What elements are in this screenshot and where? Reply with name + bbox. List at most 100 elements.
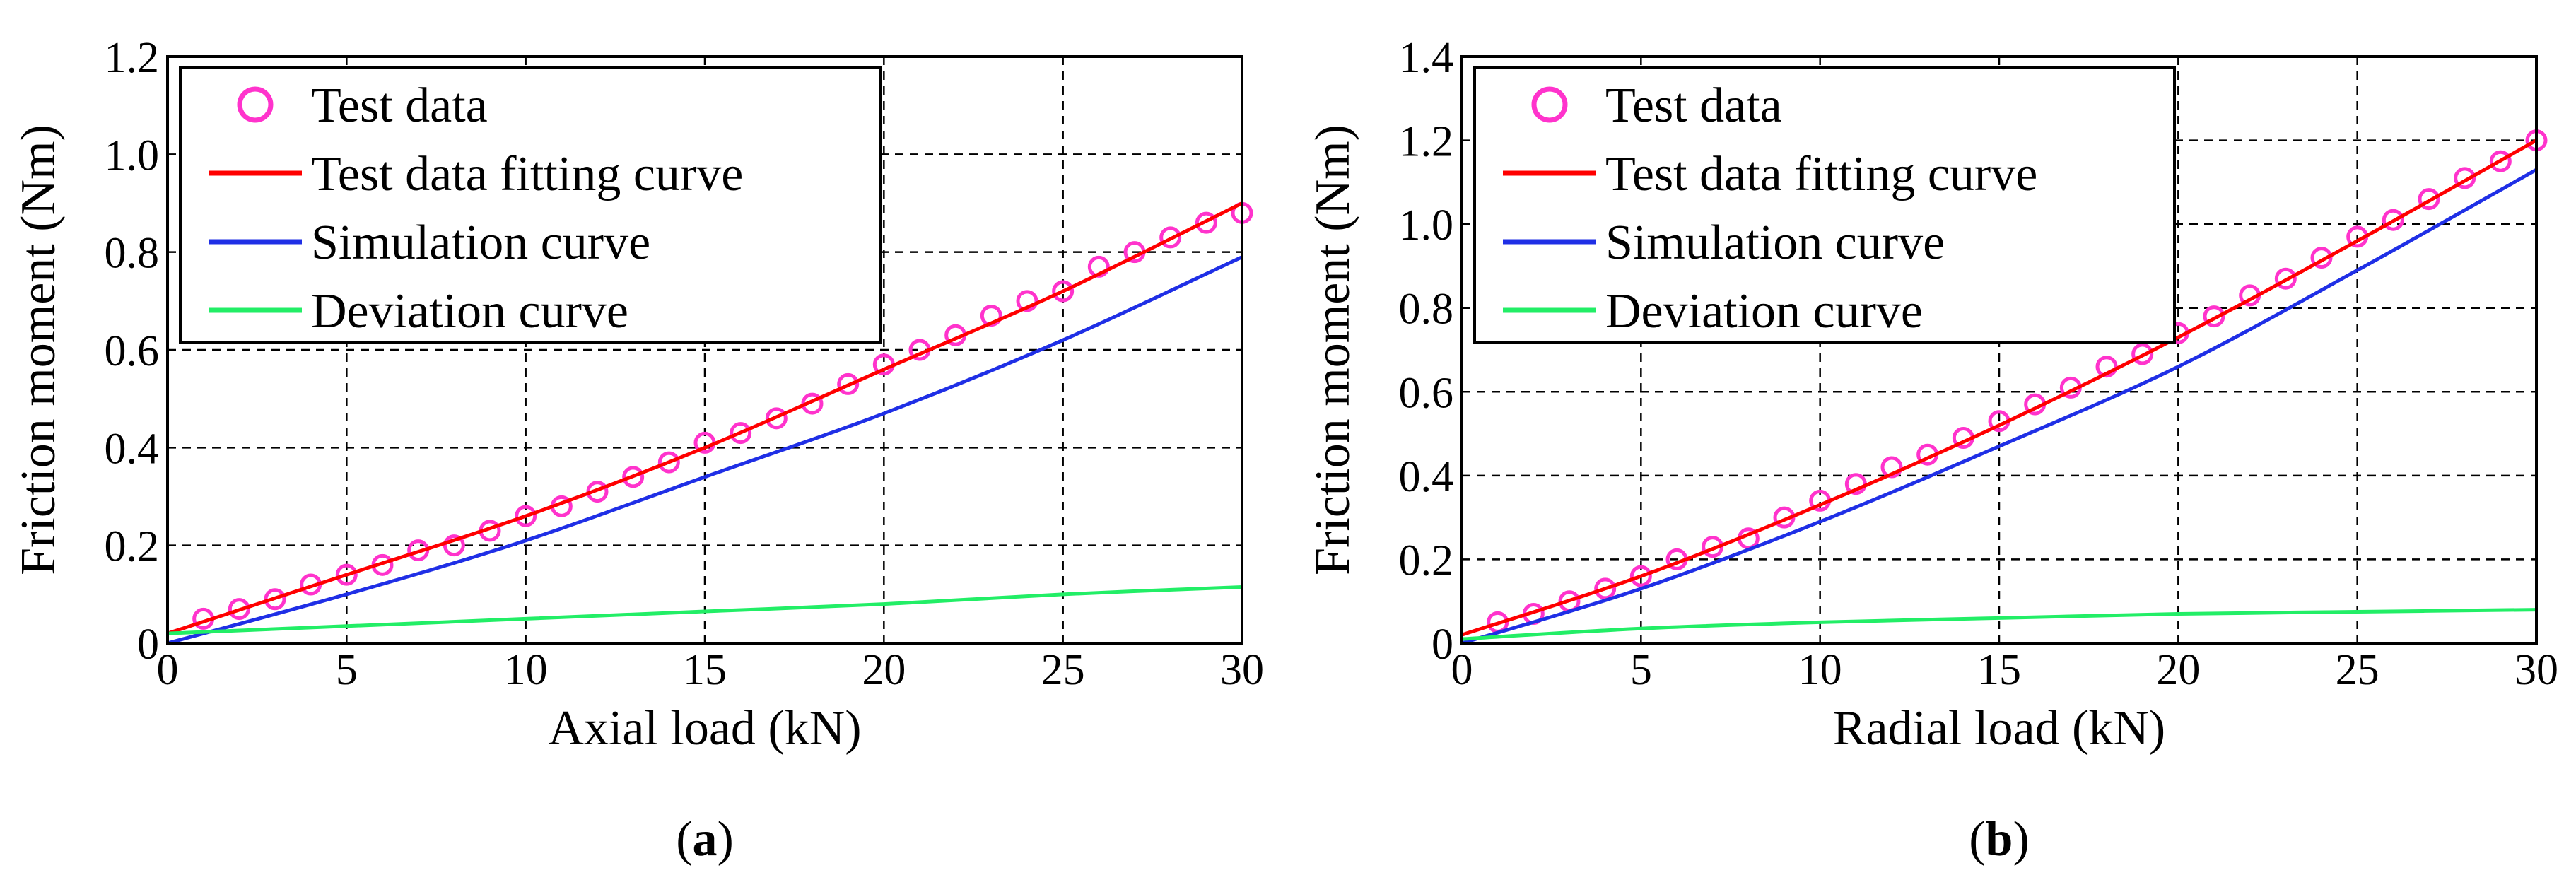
chart1-y-tick-label: 1.2 [105,34,160,82]
chart2-legend-label: Test data fitting curve [1605,147,2037,201]
chart1-x-tick-label: 30 [1220,646,1264,694]
chart2-legend-label: Simulation curve [1605,216,1945,270]
chart2-series-simulation-curve [1461,168,2538,645]
chart1-test-data-point [515,505,537,527]
chart2-test-data-point [1880,456,1903,479]
chart2-x-tick-label: 25 [2336,646,2379,694]
chart1-series-simulation-curve-line [167,255,1243,645]
chart1-legend-label: Simulation curve [311,216,650,270]
chart2-series-deviation-curve-line [1461,608,2537,641]
chart2-test-data-point [2489,150,2512,172]
chart1-test-data-point [264,588,286,611]
chart2-test-data-point [2418,188,2440,211]
chart1-y-tick-label: 0.8 [105,230,160,278]
chart1-test-data-point [1052,280,1075,303]
chart1-test-data-point [1159,226,1182,249]
chart2-x-tick-label: 30 [2514,646,2558,694]
chart1-y-tick-label: 0.4 [105,425,160,473]
chart2-test-data-point [2095,356,2118,378]
chart2-test-data-point [2454,167,2476,189]
chart2-legend-box [1473,66,2176,344]
chart2-legend-item-test-data-fitting-curve: Test data fitting curve [1503,147,2037,201]
chart1-x-tick-label: 5 [336,646,358,694]
chart1-panel-label: (a) [676,812,734,867]
chart1-legend-item-deviation-curve: Deviation curve [209,284,628,339]
chart2-x-axis-title: Radial load (kN) [1833,701,2165,756]
chart1-test-data-point [837,372,860,395]
chart2-legend-label: Deviation curve [1605,284,1923,339]
chart2-x-tick-label: 5 [1630,646,1652,694]
chart2-series-test-data-fitting-curve [1461,139,2538,637]
chart1-series-deviation-curve [167,585,1243,635]
chart1-test-data-point [1016,290,1038,312]
chart1-legend-box [179,66,882,344]
chart1-test-data-point [228,598,250,621]
chart1-x-tick-label: 20 [862,646,906,694]
chart2-y-tick-label: 0.4 [1399,453,1454,501]
chart2-x-tick-label: 10 [1798,646,1842,694]
chart2-test-data-point [1629,565,1652,587]
chart1-test-data-point [1195,211,1217,234]
chart1-x-tick-label: 10 [504,646,548,694]
chart2-plot-frame [1460,55,2538,645]
chart1-legend-item-test-data: Test data [237,78,488,133]
chart2-y-tick-label: 0.6 [1399,369,1454,417]
chart1-test-data-point [730,422,752,445]
chart1-test-data-point [657,451,680,474]
chart2-y-tick-label: 1.4 [1399,34,1454,82]
chart1-y-tick-label: 1.0 [105,131,160,180]
chart2-legend-label: Test data [1605,78,1782,133]
chart2-y-tick-label: 0.8 [1399,286,1454,334]
chart1-legend-item-test-data-fitting-curve: Test data fitting curve [209,147,743,201]
chart1-x-tick-label: 0 [157,646,179,694]
chart1-legend-label: Deviation curve [311,284,628,339]
chart1-x-tick-label: 25 [1041,646,1085,694]
chart1-y-axis-title: Friction moment (Nm) [11,124,66,575]
chart2-test-data-point [2382,209,2404,231]
chart1-series-test-data-fitting-curve-line [167,201,1243,635]
chart2-series-test-data-fitting-curve-line [1461,139,2538,637]
chart2-series-simulation-curve-line [1461,168,2538,645]
chart2-y-tick-label: 1.2 [1399,118,1454,166]
chart1-test-data-point [622,466,645,488]
chart1-x-tick-label: 15 [683,646,727,694]
chart2-series-deviation-curve [1461,608,2537,641]
chart2-y-tick-label: 1.0 [1399,201,1454,250]
chart1-series-test-data-fitting-curve [167,201,1243,635]
chart1-legend-marker [237,86,274,123]
chart1-test-data-point [765,407,788,430]
chart1-series-simulation-curve [167,255,1243,645]
chart2-y-axis-title: Friction moment (Nm) [1306,124,1360,575]
chart2-x-tick-label: 20 [2156,646,2200,694]
chart1-legend: Test data Test data fitting curve Simulati… [179,66,882,344]
chart1-series-deviation-curve-line [167,585,1243,635]
chart1-legend-label: Test data [311,78,488,133]
chart2-test-data-point [2203,305,2225,328]
chart1-legend-item-simulation-curve: Simulation curve [209,216,650,270]
chart2-legend-item-deviation-curve: Deviation curve [1503,284,1923,339]
chart2-test-data-point [2274,267,2297,290]
chart2-y-tick-label: 0 [1432,621,1453,669]
chart1-y-tick-label: 0.2 [105,523,160,571]
chart1-y-tick-label: 0 [137,621,159,669]
chart2-legend-item-simulation-curve: Simulation curve [1503,216,1945,270]
chart1-plot-frame [166,55,1243,645]
chart1-y-tick-label: 0.6 [105,327,160,375]
chart1-test-data-point [443,534,465,557]
chart2-x-tick-label: 15 [1977,646,2021,694]
chart2-y-tick-label: 0.2 [1399,536,1454,585]
chart-panel-a: 0 5 10 15 20 25 30 0 0.2 0.4 0.6 0.8 1.0 1.2 Axial loa… [11,34,1264,867]
chart2-legend-item-test-data: Test data [1531,78,1782,133]
chart2-series-test-data [1487,129,2548,633]
chart2-test-data-point [2131,343,2154,365]
chart2-legend: Test data Test data fitting curve Simulati… [1473,66,2176,344]
chart2-test-data-point [2310,247,2333,269]
chart1-x-axis-title: Axial load (kN) [548,701,861,756]
chart2-test-data-point [1594,577,1617,600]
chart1-test-data-point [335,563,358,586]
chart-panel-b: 0 5 10 15 20 25 30 0 0.2 0.4 0.6 0.8 1.0 1.2 1.4 Radial… [1306,34,2558,867]
chart2-x-tick-label: 0 [1451,646,1473,694]
chart1-legend-label: Test data fitting curve [311,147,743,201]
